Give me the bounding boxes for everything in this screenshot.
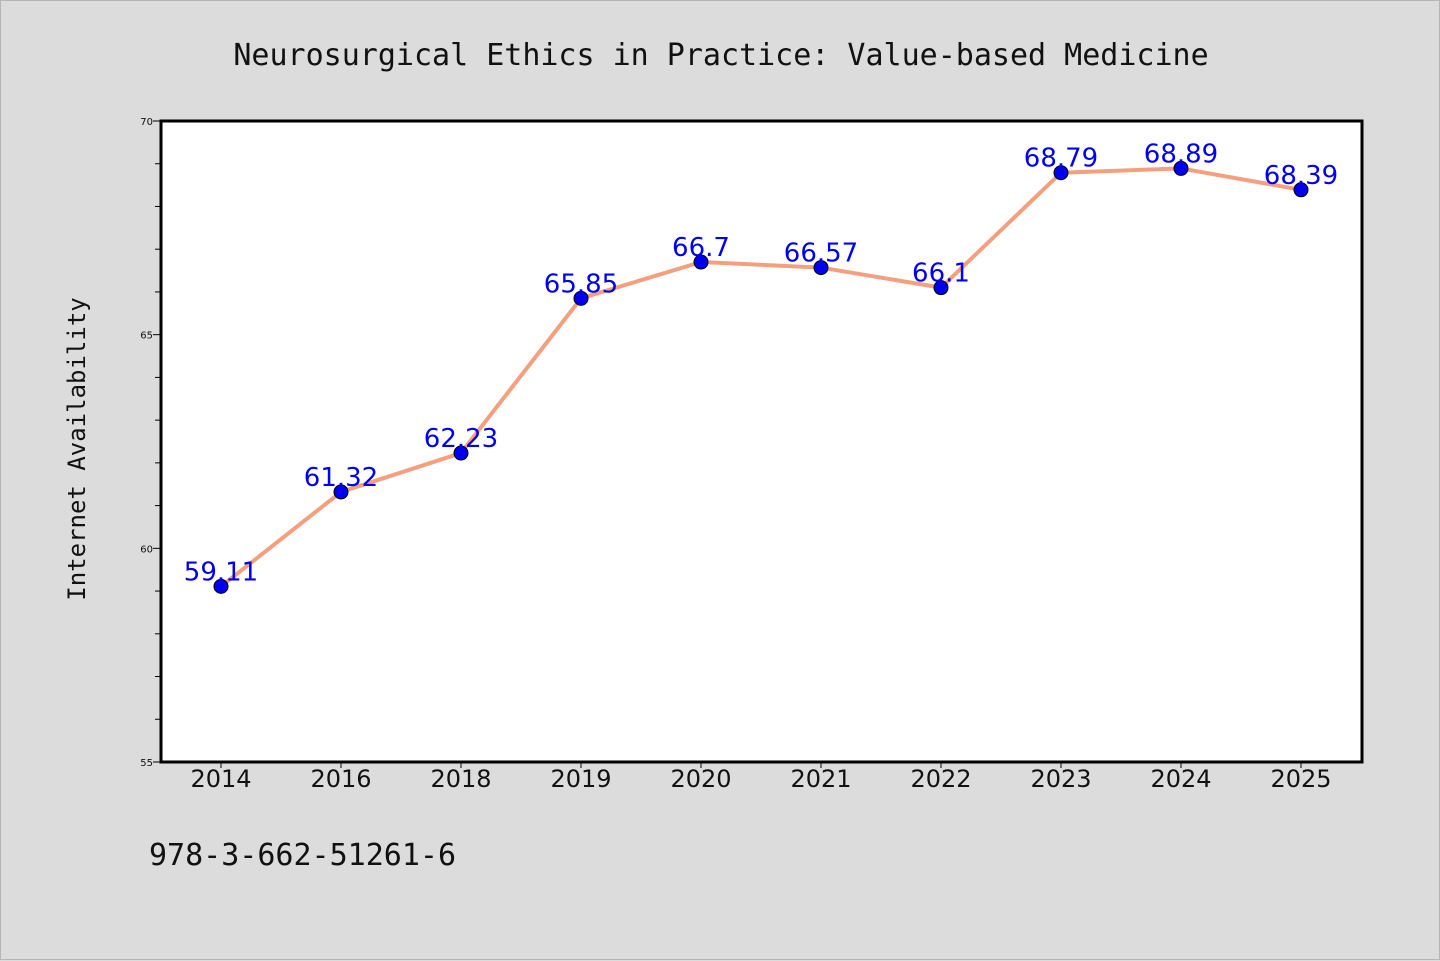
data-point xyxy=(1293,182,1309,198)
series-group: 59.11 61.32 62.23 65.85 66.7 66.57 66.1 68.79 68… xyxy=(184,139,1338,594)
x-tick-label: 2016 xyxy=(310,765,371,793)
data-point xyxy=(333,484,349,500)
data-point xyxy=(1173,160,1189,176)
data-point xyxy=(693,254,709,270)
x-tick-label: 2019 xyxy=(550,765,611,793)
x-tick-label: 2020 xyxy=(670,765,731,793)
data-label: 66.57 xyxy=(784,239,858,269)
data-label: 68.39 xyxy=(1264,161,1338,191)
data-point xyxy=(453,445,469,461)
data-point xyxy=(1053,165,1069,181)
y-axis-label: Internet Availability xyxy=(63,297,91,600)
x-tick-label: 2021 xyxy=(790,765,851,793)
y-tick-label: 60 xyxy=(140,544,153,555)
x-tick-label: 2023 xyxy=(1030,765,1091,793)
x-tick-label: 2024 xyxy=(1150,765,1211,793)
data-label: 68.89 xyxy=(1144,139,1218,169)
data-label: 66.7 xyxy=(672,233,730,263)
data-label: 59.11 xyxy=(184,557,258,587)
data-point xyxy=(813,260,829,276)
data-label: 66.1 xyxy=(912,259,970,289)
data-point xyxy=(213,578,229,594)
x-tick-label: 2025 xyxy=(1270,765,1331,793)
y-tick-label: 65 xyxy=(140,331,153,342)
data-point xyxy=(573,290,589,306)
y-tick-label: 70 xyxy=(140,117,153,128)
x-tick-label: 2018 xyxy=(430,765,491,793)
data-point xyxy=(933,280,949,296)
data-label: 61.32 xyxy=(304,463,378,493)
data-label: 68.79 xyxy=(1024,144,1098,174)
x-tick-label: 2022 xyxy=(910,765,971,793)
y-axis: 55 60 65 70 xyxy=(140,117,161,769)
plot-area xyxy=(159,119,1364,764)
data-label: 65.85 xyxy=(544,269,618,299)
series-line xyxy=(219,166,1302,588)
isbn-text: 978-3-662-51261-6 xyxy=(149,838,456,873)
x-axis: 2014 2016 2018 2019 2020 2021 2022 2023 2024 2025 xyxy=(190,762,1332,793)
data-label: 62.23 xyxy=(424,424,498,454)
y-tick-label: 55 xyxy=(140,758,153,769)
x-tick-label: 2014 xyxy=(190,765,251,793)
chart-title: Neurosurgical Ethics in Practice: Value-… xyxy=(233,38,1208,73)
